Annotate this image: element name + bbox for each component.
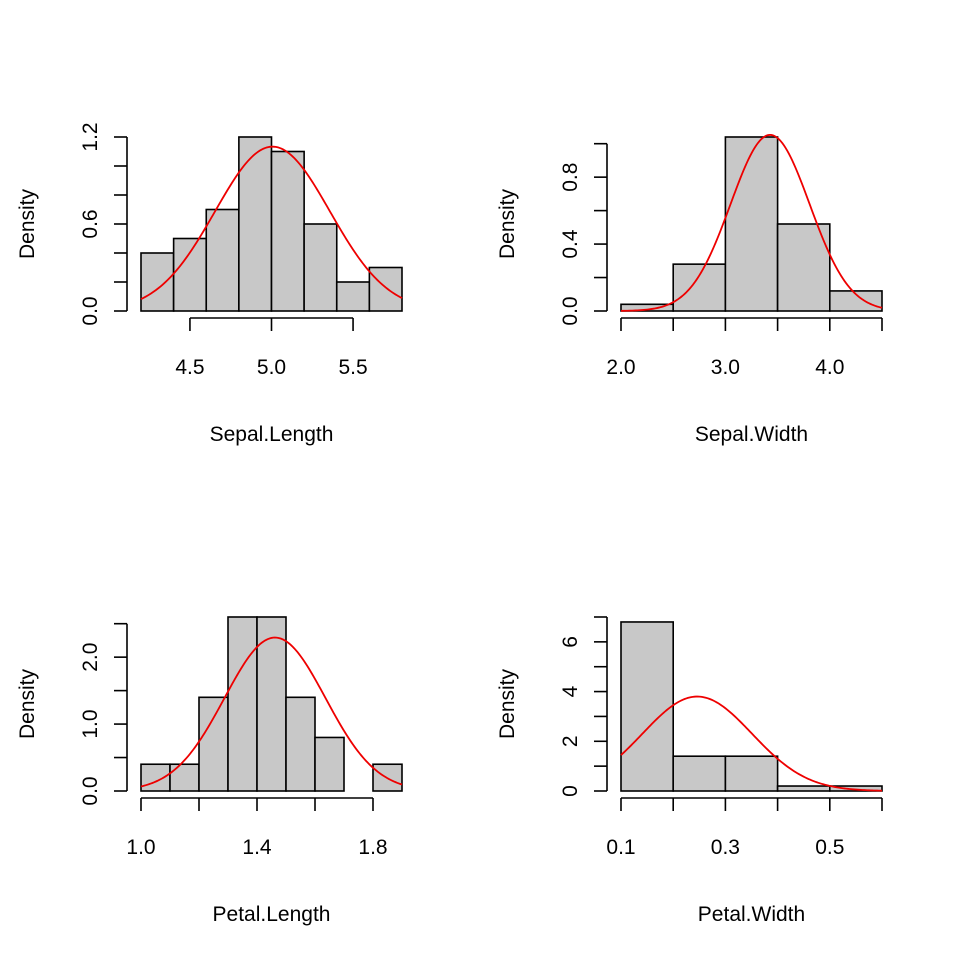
y-axis-title: Density [496,668,519,739]
histogram-panel-2: 0.0 0.4 0.8 2.0 3.0 4.0 Sepal.Width Density [496,134,883,446]
y-tick-label: 1.2 [79,122,102,151]
histogram-bar [724,755,779,792]
histogram-bar [314,736,345,792]
x-tick-label: 0.1 [606,836,635,859]
x-axis-title: Sepal.Width [695,423,808,446]
density-curve [620,695,883,792]
y-axis-title: Density [496,188,519,259]
x-tick-label: 1.8 [358,836,387,859]
y-tick-label: 4 [559,685,582,697]
histogram-bar [828,785,883,792]
histogram-bar [672,755,727,792]
histogram-panel-4: 0 2 4 6 0.1 0.3 0.5 Petal.Width Density [496,616,883,926]
histogram-bar [227,616,258,792]
x-tick-label: 4.5 [175,356,204,379]
y-tick-label: 2 [559,735,582,747]
x-tick-label: 5.0 [257,356,286,379]
x-axis-title: Petal.Length [213,903,331,926]
histogram-bar [169,763,200,792]
x-tick-label: 0.5 [815,836,844,859]
histogram-bar [238,136,273,312]
x-axis: 1.0 1.4 1.8 [126,797,388,859]
y-axis: 0.0 1.0 2.0 [79,622,128,806]
y-tick-label: 0.4 [559,229,582,259]
x-tick-label: 1.0 [126,836,155,859]
y-axis-title: Density [16,188,39,259]
density-curve [140,636,403,788]
y-tick-label: 1.0 [79,709,102,738]
histogram-bar [270,150,305,312]
histogram-panel-3: 0.0 1.0 2.0 1.0 1.4 1.8 Petal.Length Density [16,616,403,926]
y-tick-label: 2.0 [79,643,102,672]
x-axis: 2.0 3.0 4.0 [606,317,883,379]
y-axis: 0.0 0.6 1.2 [79,122,128,326]
x-axis-title: Sepal.Length [210,423,334,446]
y-tick-label: 0.8 [559,163,582,192]
histogram-bar [828,290,883,312]
y-axis: 0.0 0.4 0.8 [559,142,608,326]
x-tick-label: 1.4 [242,836,272,859]
histogram-bar [335,281,371,312]
histogram-bar [205,208,240,312]
histogram-bar [776,785,831,792]
density-curve [140,145,403,300]
histogram-bar [776,223,831,312]
histogram-bar [303,223,338,312]
histogram-bar [285,696,316,792]
histogram-bar [620,621,675,792]
histogram-bar [256,616,287,792]
x-tick-label: 5.5 [338,356,367,379]
histogram-bar [140,252,175,312]
histogram-bar [368,266,403,312]
y-tick-label: 0 [559,785,582,797]
y-tick-label: 6 [559,636,582,648]
density-curve [620,134,883,312]
histogram-bar [724,136,779,312]
x-axis: 4.5 5.0 5.5 [175,317,368,379]
y-axis-title: Density [16,668,39,739]
histogram-bar [140,763,171,792]
y-tick-label: 0.6 [79,209,102,238]
y-tick-label: 0.0 [79,296,102,325]
y-tick-label: 0.0 [559,296,582,325]
histogram-bar [172,237,208,312]
x-tick-label: 3.0 [711,356,740,379]
x-tick-label: 2.0 [606,356,635,379]
histogram-bar [672,263,727,312]
histogram-panel-1: 0.0 0.6 1.2 4.5 5.0 5.5 Sepal.Length Density [16,122,403,446]
x-axis: 0.1 0.3 0.5 [606,797,883,859]
x-tick-label: 0.3 [711,836,740,859]
histogram-bar [198,696,229,792]
x-axis-title: Petal.Width [698,903,805,926]
x-tick-label: 4.0 [815,356,844,379]
y-axis: 0 2 4 6 [559,616,608,797]
y-tick-label: 0.0 [79,776,102,805]
